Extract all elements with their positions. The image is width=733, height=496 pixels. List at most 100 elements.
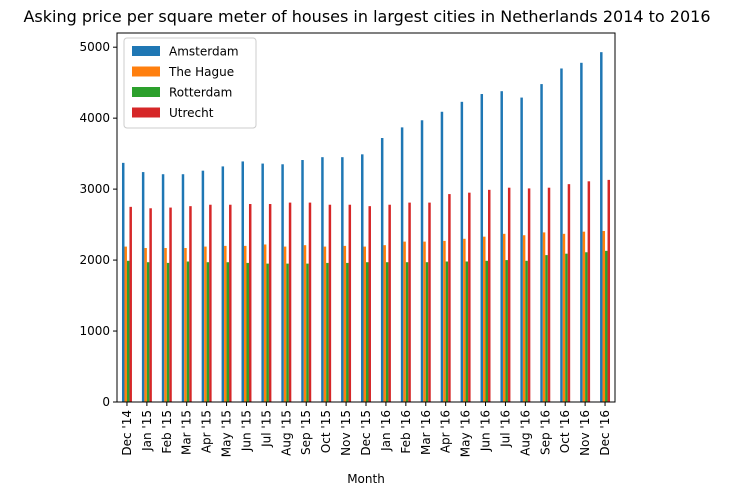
bar-utrecht-15	[428, 202, 431, 402]
bar-rotterdam-19	[505, 260, 508, 402]
x-tick-label: May '16	[459, 410, 473, 457]
bar-amsterdam-11	[341, 157, 344, 402]
x-axis-label: Month	[347, 472, 385, 486]
y-tick-label: 5000	[79, 40, 110, 54]
bar-rotterdam-23	[585, 252, 588, 402]
bar-the-hague-1	[144, 248, 147, 402]
bar-utrecht-1	[149, 208, 152, 402]
x-tick-label: Aug '16	[518, 410, 532, 456]
bar-amsterdam-0	[121, 162, 125, 402]
bar-the-hague-19	[502, 233, 506, 402]
x-axis: Dec '14 Jan '15 Feb '15 Mar '15 Apr '15 May '…	[120, 402, 612, 457]
x-tick-label: Jun '15	[239, 410, 253, 452]
bar-the-hague-12	[363, 246, 366, 402]
legend-swatch	[132, 87, 160, 97]
bar-utrecht-3	[189, 206, 192, 402]
bar-rotterdam-1	[146, 262, 150, 402]
bar-utrecht-11	[348, 204, 352, 402]
x-tick-label: Jan '16	[379, 410, 393, 452]
y-tick-label: 3000	[79, 182, 110, 196]
bar-amsterdam-4	[201, 170, 205, 402]
x-tick-label: Sep '15	[299, 410, 313, 455]
bar-utrecht-21	[547, 187, 551, 402]
bar-the-hague-3	[184, 248, 187, 402]
bar-the-hague-24	[602, 230, 606, 402]
bar-utrecht-16	[448, 194, 451, 402]
bar-the-hague-22	[562, 233, 566, 402]
x-tick-label: Nov '15	[339, 410, 353, 456]
x-tick-label: Jul '16	[498, 410, 512, 448]
bar-rotterdam-5	[226, 262, 230, 402]
y-axis: 0 1000 2000 3000 4000 5000	[79, 40, 117, 409]
bar-rotterdam-3	[186, 261, 190, 402]
x-tick-label: Aug '15	[279, 410, 293, 456]
bar-the-hague-15	[423, 241, 426, 402]
bar-amsterdam-18	[480, 94, 484, 402]
bar-utrecht-5	[229, 204, 232, 402]
bar-amsterdam-3	[181, 174, 185, 402]
bar-amsterdam-1	[141, 172, 145, 402]
y-tick-label: 0	[102, 395, 110, 409]
x-tick-label: Jan '15	[140, 410, 154, 452]
bar-the-hague-18	[483, 236, 486, 402]
x-tick-label: Oct '16	[558, 410, 572, 453]
plot-area	[116, 32, 616, 403]
bar-utrecht-23	[587, 181, 591, 402]
bar-utrecht-0	[129, 206, 132, 402]
legend-entry: The Hague	[168, 65, 234, 79]
x-tick-label: Mar '16	[419, 410, 433, 455]
bar-the-hague-9	[303, 245, 307, 402]
bar-rotterdam-22	[565, 253, 568, 402]
bar-utrecht-20	[527, 188, 531, 402]
bar-the-hague-7	[263, 244, 267, 402]
bar-rotterdam-18	[485, 260, 489, 402]
bar-utrecht-14	[408, 202, 411, 402]
legend-entry: Rotterdam	[169, 86, 232, 100]
bar-amsterdam-9	[301, 160, 304, 402]
bar-the-hague-6	[243, 245, 247, 402]
bar-utrecht-19	[507, 187, 511, 402]
legend-swatch	[132, 66, 160, 77]
bar-utrecht-10	[328, 204, 332, 402]
x-tick-label: Apr '16	[439, 410, 453, 453]
bar-rotterdam-20	[525, 260, 528, 402]
bar-the-hague-17	[463, 238, 466, 402]
bar-rotterdam-6	[246, 262, 249, 402]
bar-amsterdam-15	[420, 120, 424, 402]
bar-the-hague-4	[204, 246, 207, 402]
chart-title: Asking price per square meter of houses …	[23, 7, 710, 26]
legend-box	[123, 37, 257, 129]
bar-amsterdam-12	[361, 154, 364, 402]
bar-amsterdam-24	[600, 52, 603, 402]
y-tick-label: 4000	[79, 111, 110, 125]
bar-amsterdam-22	[560, 68, 563, 402]
bar-rotterdam-11	[346, 262, 349, 402]
bar-utrecht-13	[388, 204, 391, 402]
legend-swatch	[132, 107, 160, 118]
bar-amsterdam-21	[540, 84, 543, 402]
bar-rotterdam-24	[605, 250, 608, 402]
x-tick-label: Apr '15	[200, 410, 214, 453]
bar-the-hague-10	[323, 246, 327, 402]
bar-utrecht-22	[567, 184, 571, 402]
x-tick-label: Jul '15	[259, 410, 273, 448]
bar-rotterdam-17	[465, 261, 469, 402]
bar-rotterdam-4	[206, 262, 210, 402]
legend-swatch	[132, 46, 160, 56]
bar-rotterdam-7	[266, 263, 269, 403]
bar-the-hague-14	[403, 241, 406, 402]
bar-the-hague-11	[343, 245, 347, 402]
x-tick-label: Feb '15	[160, 410, 174, 454]
bar-utrecht-12	[368, 206, 371, 402]
bar-rotterdam-16	[445, 261, 449, 402]
bar-amsterdam-7	[261, 163, 264, 402]
bar-utrecht-2	[169, 207, 172, 402]
bar-the-hague-2	[164, 248, 167, 402]
bar-rotterdam-21	[545, 255, 548, 402]
x-tick-label: Sep '16	[538, 410, 552, 455]
bar-rotterdam-10	[326, 262, 329, 402]
bar-amsterdam-23	[580, 62, 583, 403]
bar-amsterdam-14	[400, 127, 404, 402]
bar-utrecht-7	[268, 204, 272, 402]
bar-amsterdam-10	[321, 157, 324, 402]
